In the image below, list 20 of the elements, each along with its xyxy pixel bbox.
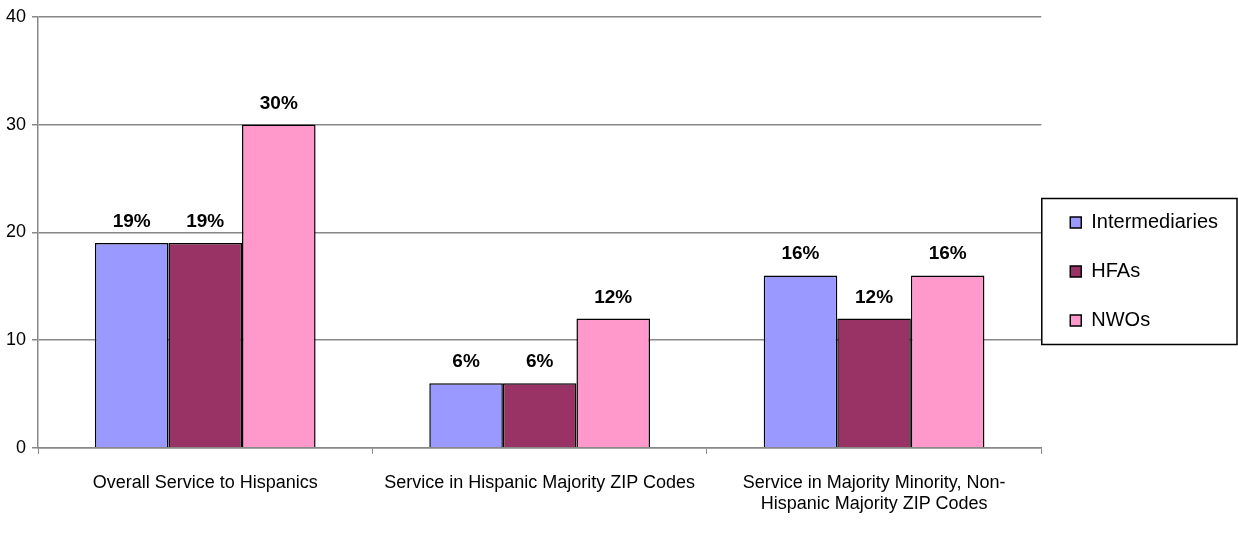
y-tick-label: 30 [5, 113, 27, 134]
legend-label: Intermediaries [1091, 210, 1218, 233]
legend-label: NWOs [1091, 308, 1151, 331]
data-label: 16% [928, 242, 967, 264]
x-tick-label: Overall Service to Hispanics [92, 471, 318, 492]
x-tick-label: Service in Hispanic Majority ZIP Codes [384, 471, 696, 492]
data-label: 30% [259, 91, 298, 113]
y-tick-label: 0 [16, 436, 27, 457]
data-label: 12% [855, 285, 894, 307]
data-label: 19% [186, 210, 225, 232]
legend-label: HFAs [1091, 259, 1141, 282]
y-tick-label: 20 [5, 221, 27, 242]
data-label: 6% [525, 350, 554, 372]
data-label: 6% [452, 350, 480, 372]
x-tick-label: Service in Majority Minority, Non-Hispanic Majority ZIP Codes [742, 471, 1006, 514]
data-label: 16% [781, 242, 820, 264]
y-tick-label: 10 [5, 329, 27, 350]
data-label: 12% [594, 285, 633, 307]
data-label: 19% [112, 210, 151, 232]
y-tick-label: 40 [5, 5, 27, 26]
